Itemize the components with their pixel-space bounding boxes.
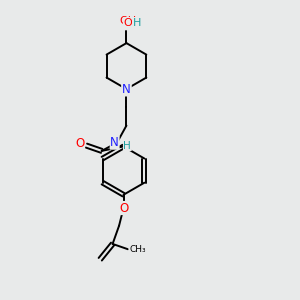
Text: O: O [124, 17, 132, 28]
Text: O: O [119, 202, 128, 214]
Text: H: H [133, 17, 141, 28]
Text: H: H [124, 141, 131, 151]
Text: O: O [75, 137, 85, 150]
Text: OH: OH [119, 16, 136, 26]
Text: N: N [110, 136, 119, 149]
Text: CH₃: CH₃ [129, 245, 146, 254]
Text: N: N [122, 82, 131, 95]
